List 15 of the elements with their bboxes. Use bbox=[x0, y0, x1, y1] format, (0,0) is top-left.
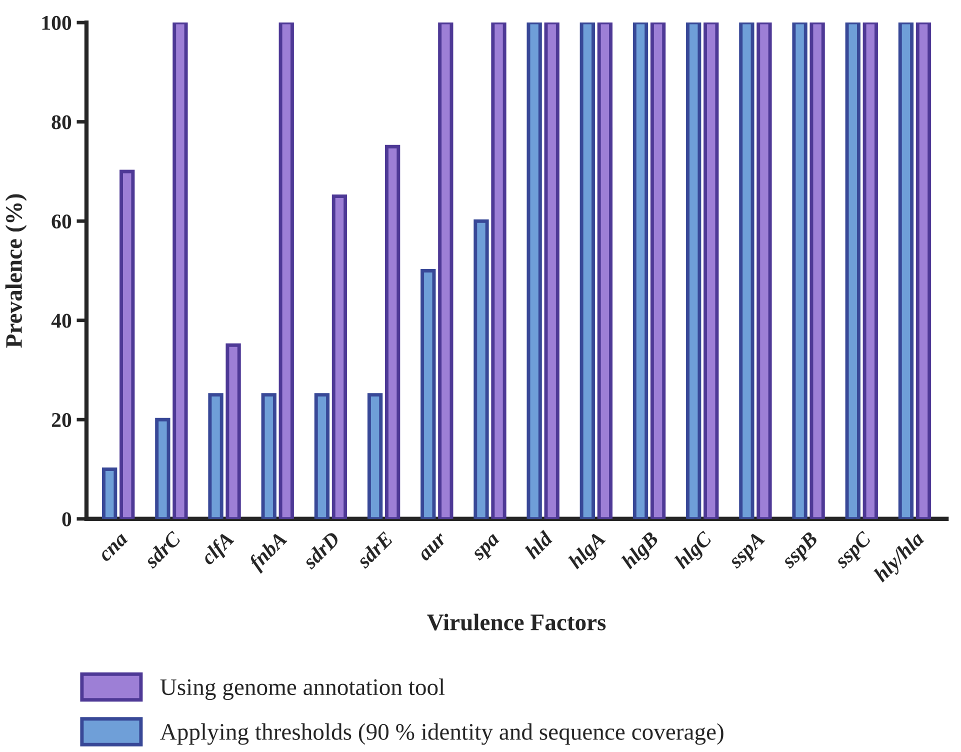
legend-label: Applying thresholds (90 % identity and sequence coverage) bbox=[160, 723, 724, 745]
x-tick-label: cna bbox=[100, 534, 128, 562]
y-tick-label: 60 bbox=[52, 214, 72, 229]
y-tick-label: 40 bbox=[51, 314, 72, 328]
x-tick-label: spa bbox=[472, 534, 503, 564]
legend-label: Using genome annotation tool bbox=[160, 678, 445, 700]
x-axis-title: Virulence Factors bbox=[427, 614, 606, 630]
x-tick-label: aur bbox=[419, 533, 448, 562]
y-axis-title: Prevalence (%) bbox=[5, 194, 27, 348]
x-tick-label: hld bbox=[524, 530, 554, 560]
x-tick-label: clfA bbox=[199, 530, 238, 569]
y-tick-label: 100 bbox=[42, 16, 72, 30]
y-tick-label: 0 bbox=[62, 512, 72, 526]
y-tick-label: 80 bbox=[52, 115, 72, 130]
y-tick-label: 20 bbox=[52, 412, 72, 428]
